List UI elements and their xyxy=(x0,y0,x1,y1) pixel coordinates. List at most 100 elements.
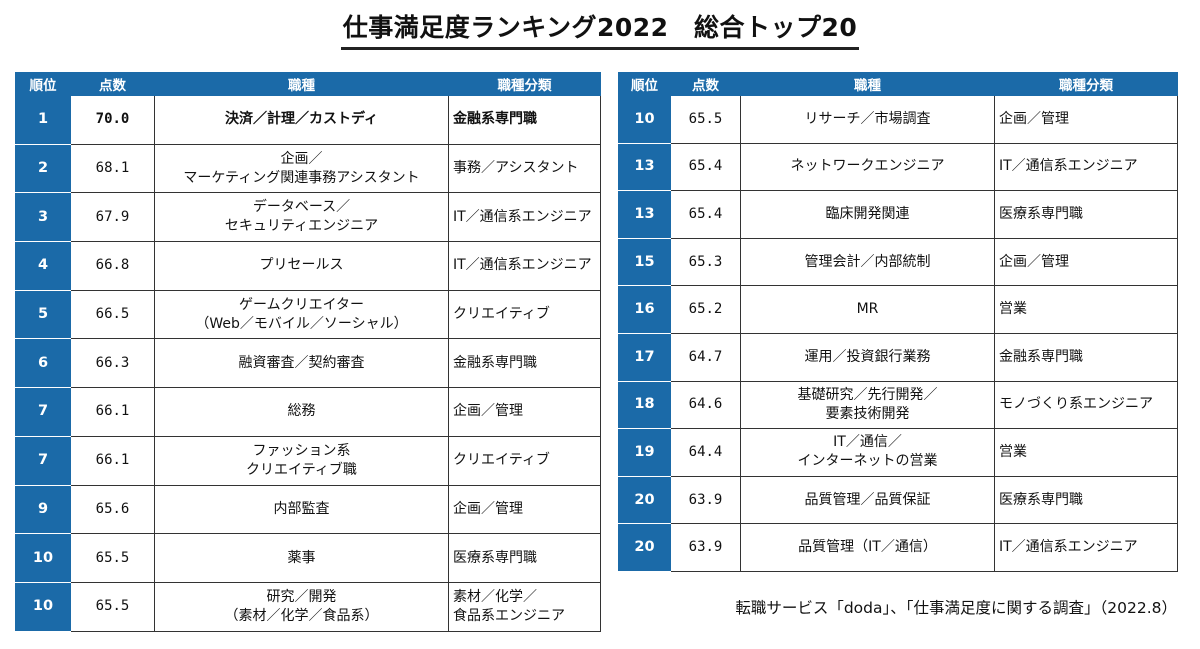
table-row: 13 65.4 臨床開発関連 医療系専門職 xyxy=(618,190,1178,239)
job-cell: 決済／計理／カストディ xyxy=(154,95,449,145)
category-cell: IT／通信系エンジニア xyxy=(994,142,1178,192)
job-cell: ネットワークエンジニア xyxy=(740,142,995,192)
category-line: 食品系エンジニア xyxy=(453,607,565,624)
header-job: 職種 xyxy=(740,72,995,96)
score-cell: 63.9 xyxy=(670,475,741,525)
job-cell: 管理会計／内部統制 xyxy=(740,237,995,287)
score-cell: 64.6 xyxy=(670,380,741,430)
ranking-rows-left: 1 70.0 決済／計理／カストディ 金融系専門職 2 68.1 企画／ マーケティング関連事… xyxy=(15,95,601,632)
job-line: ゲームクリエイター xyxy=(238,296,365,313)
rank-cell: 4 xyxy=(15,241,71,291)
table-row: 3 67.9 データベース／ セキュリティエンジニア IT／通信系エンジニア xyxy=(15,192,601,243)
score-cell: 63.9 xyxy=(670,523,741,572)
table-row: 20 63.9 品質管理／品質保証 医療系専門職 xyxy=(618,475,1178,525)
rank-cell: 20 xyxy=(618,523,671,572)
table-row: 16 65.2 MR 営業 xyxy=(618,285,1178,334)
table-row: 19 64.4 IT／通信／ インターネットの営業 営業 xyxy=(618,428,1178,477)
table-row: 7 66.1 ファッション系 クリエイティブ職 クリエイティブ xyxy=(15,435,601,486)
score-cell: 65.6 xyxy=(70,484,155,535)
rank-cell: 5 xyxy=(15,289,71,340)
category-line: 営業 xyxy=(999,443,1027,460)
table-row: 20 63.9 品質管理（IT／通信） IT／通信系エンジニア xyxy=(618,523,1178,572)
job-line: 管理会計／内部統制 xyxy=(804,253,931,270)
table-row: 10 65.5 研究／開発 （素材／化学／食品系） 素材／化学／ 食品系エンジニア xyxy=(15,581,601,632)
category-line: 企画／管理 xyxy=(453,403,523,420)
table-row: 1 70.0 決済／計理／カストディ 金融系専門職 xyxy=(15,95,601,145)
header-category: 職種分類 xyxy=(448,72,601,96)
job-line: マーケティング関連事務アシスタント xyxy=(183,169,420,186)
job-cell: データベース／ セキュリティエンジニア xyxy=(154,192,449,243)
category-line: クリエイティブ xyxy=(453,306,550,323)
rank-cell: 2 xyxy=(15,143,71,194)
rank-cell: 20 xyxy=(618,475,671,525)
job-cell: プリセールス xyxy=(154,241,449,291)
job-cell: 総務 xyxy=(154,387,449,437)
score-cell: 66.5 xyxy=(70,289,155,340)
rank-cell: 7 xyxy=(15,435,71,486)
job-line: インターネットの営業 xyxy=(797,453,938,470)
category-line: 企画／管理 xyxy=(453,500,523,517)
job-cell: 品質管理（IT／通信） xyxy=(740,523,995,572)
score-cell: 64.4 xyxy=(670,428,741,477)
category-cell: 企画／管理 xyxy=(448,484,601,535)
table-row: 4 66.8 プリセールス IT／通信系エンジニア xyxy=(15,241,601,291)
table-row: 10 65.5 薬事 医療系専門職 xyxy=(15,533,601,583)
job-line: 融資審査／契約審査 xyxy=(238,354,365,371)
job-line: 基礎研究／先行開発／ xyxy=(797,386,938,403)
score-cell: 64.7 xyxy=(670,332,741,382)
category-line: 医療系専門職 xyxy=(453,549,537,566)
job-cell: 基礎研究／先行開発／ 要素技術開発 xyxy=(740,380,995,430)
category-cell: 医療系専門職 xyxy=(994,475,1178,525)
table-row: 17 64.7 運用／投資銀行業務 金融系専門職 xyxy=(618,332,1178,382)
score-cell: 67.9 xyxy=(70,192,155,243)
header-score: 点数 xyxy=(70,72,155,96)
source-note: 転職サービス「doda」、「仕事満足度に関する調査」（2022.8） xyxy=(735,599,1177,617)
category-cell: 営業 xyxy=(994,285,1178,334)
category-cell: クリエイティブ xyxy=(448,435,601,486)
job-cell: 運用／投資銀行業務 xyxy=(740,332,995,382)
job-line: セキュリティエンジニア xyxy=(224,218,379,235)
category-line: 素材／化学／ xyxy=(453,588,537,605)
header-rank: 順位 xyxy=(15,72,71,96)
header-row: 順位 点数 職種 職種分類 xyxy=(15,72,601,96)
category-line: IT／通信系エンジニア xyxy=(453,208,592,225)
category-cell: 企画／管理 xyxy=(448,387,601,437)
job-line: MR xyxy=(856,301,879,318)
category-cell: 企画／管理 xyxy=(994,95,1178,144)
header-category: 職種分類 xyxy=(994,72,1178,96)
job-cell: ファッション系 クリエイティブ職 xyxy=(154,435,449,486)
table-row: 2 68.1 企画／ マーケティング関連事務アシスタント 事務／アシスタント xyxy=(15,143,601,194)
score-cell: 65.3 xyxy=(670,237,741,287)
score-cell: 70.0 xyxy=(70,95,155,145)
rank-cell: 10 xyxy=(15,533,71,583)
job-line: 品質管理／品質保証 xyxy=(804,491,931,508)
category-line: 医療系専門職 xyxy=(999,491,1083,508)
category-cell: 企画／管理 xyxy=(994,237,1178,287)
score-cell: 66.8 xyxy=(70,241,155,291)
score-cell: 66.1 xyxy=(70,435,155,486)
job-line: プリセールス xyxy=(259,257,344,274)
score-cell: 65.5 xyxy=(70,533,155,583)
category-line: 金融系専門職 xyxy=(999,348,1083,365)
category-line: クリエイティブ xyxy=(453,452,550,469)
rank-cell: 6 xyxy=(15,338,71,389)
category-cell: IT／通信系エンジニア xyxy=(448,192,601,243)
category-cell: 金融系専門職 xyxy=(448,338,601,389)
category-line: IT／通信系エンジニア xyxy=(999,539,1138,556)
rank-cell: 10 xyxy=(15,581,71,632)
score-cell: 65.2 xyxy=(670,285,741,334)
rank-cell: 9 xyxy=(15,484,71,535)
category-cell: 金融系専門職 xyxy=(448,95,601,145)
job-cell: IT／通信／ インターネットの営業 xyxy=(740,428,995,477)
rank-cell: 19 xyxy=(618,428,671,477)
category-cell: IT／通信系エンジニア xyxy=(994,523,1178,572)
category-cell: 素材／化学／ 食品系エンジニア xyxy=(448,581,601,632)
header-row: 順位 点数 職種 職種分類 xyxy=(618,72,1178,96)
page-title: 仕事満足度ランキング2022 総合トップ20 xyxy=(340,8,860,50)
rank-cell: 13 xyxy=(618,190,671,239)
ranking-table-right: 順位 点数 職種 職種分類 10 65.5 リサーチ／市場調査 企画／管理 13 65.4… xyxy=(618,72,1178,572)
table-row: 10 65.5 リサーチ／市場調査 企画／管理 xyxy=(618,95,1178,144)
job-cell: リサーチ／市場調査 xyxy=(740,95,995,144)
job-line: 薬事 xyxy=(287,549,316,566)
category-line: IT／通信系エンジニア xyxy=(999,158,1138,175)
